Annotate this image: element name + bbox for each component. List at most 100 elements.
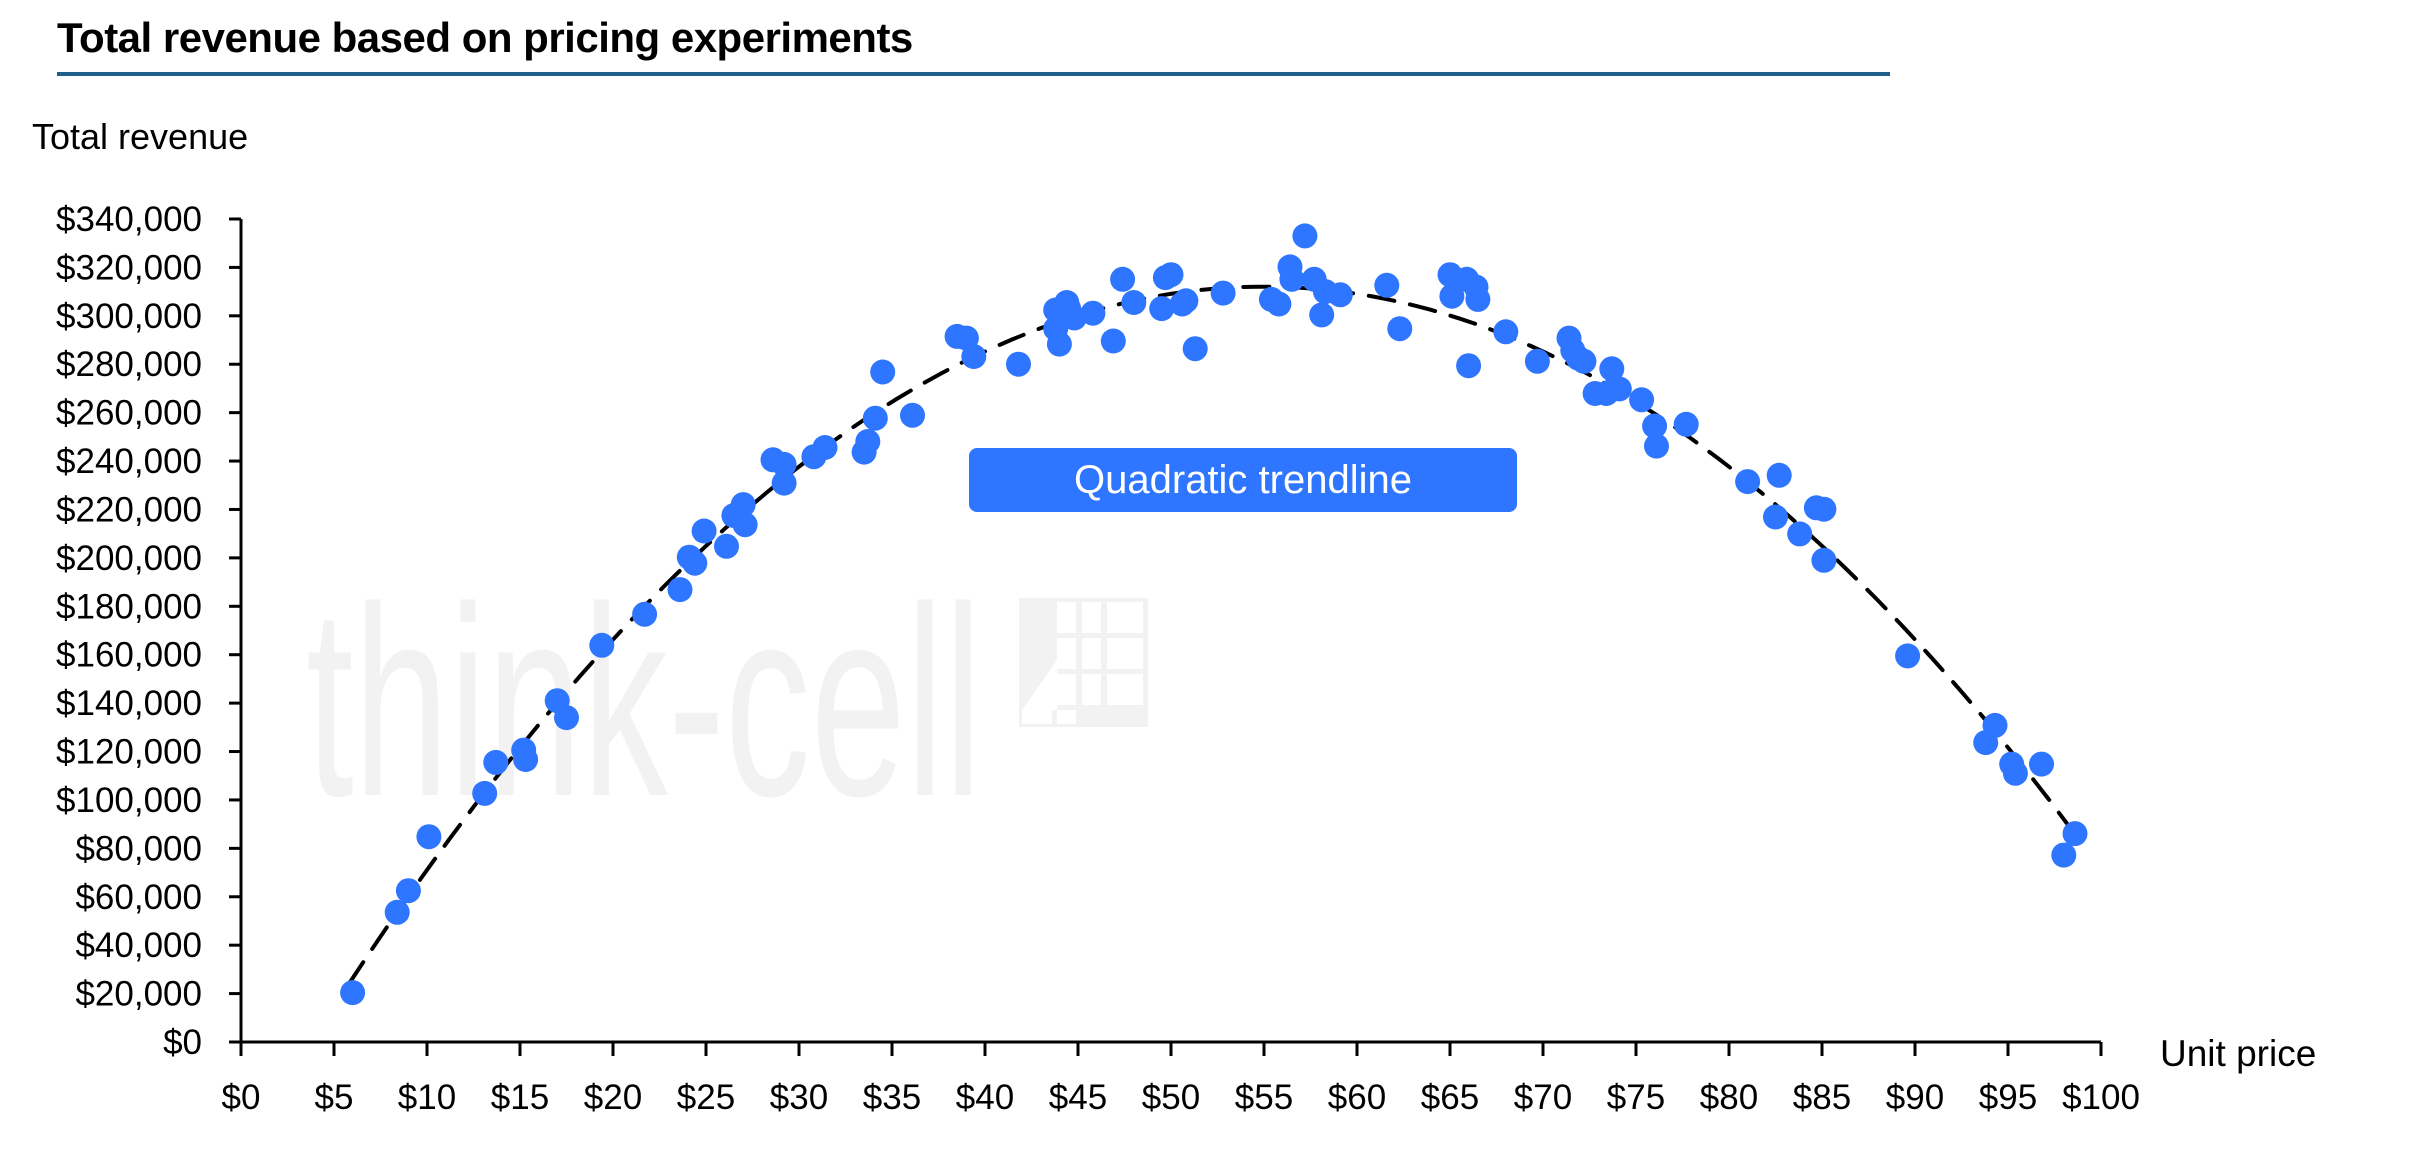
data-point	[870, 359, 896, 385]
data-point	[1629, 387, 1655, 413]
data-point	[812, 435, 838, 460]
data-point	[1644, 433, 1669, 459]
y-tick-label: $0	[163, 1023, 202, 1062]
y-tick-label: $40,000	[75, 926, 202, 965]
data-point	[1279, 266, 1305, 292]
data-point	[1811, 547, 1837, 573]
x-tick-label: $25	[677, 1078, 735, 1117]
x-axis-ticks: $0 $5 $10 $15 $20 $25 $30 $35 $40 $45 $50 $55 $60 $65…	[222, 1042, 2140, 1117]
y-axis-ticks: $0 $20,000 $40,000 $60,000 $80,000 $100,000 $1…	[56, 200, 241, 1062]
data-point	[1309, 302, 1335, 328]
data-point	[732, 512, 758, 538]
data-point	[730, 492, 756, 518]
data-point	[1465, 286, 1491, 312]
y-tick-label: $260,000	[56, 394, 202, 433]
data-point	[554, 705, 579, 731]
y-tick-label: $220,000	[56, 490, 202, 529]
data-point	[1046, 331, 1072, 357]
y-tick-label: $180,000	[56, 587, 202, 626]
y-tick-label: $60,000	[75, 878, 202, 917]
data-point	[1673, 411, 1699, 437]
y-tick-label: $120,000	[56, 733, 202, 772]
data-point	[483, 749, 509, 775]
y-tick-label: $140,000	[56, 684, 202, 723]
data-point	[855, 429, 881, 454]
data-point	[1439, 283, 1465, 309]
data-point	[714, 533, 739, 559]
data-point	[1080, 300, 1106, 326]
x-tick-label: $60	[1328, 1078, 1386, 1117]
data-point	[862, 405, 888, 431]
data-point	[900, 402, 925, 428]
data-point	[961, 344, 987, 369]
y-tick-label: $240,000	[56, 442, 202, 481]
data-point	[1182, 336, 1208, 362]
title-underline	[57, 72, 1890, 76]
x-tick-label: $65	[1421, 1078, 1479, 1117]
data-point	[1456, 353, 1482, 379]
y-tick-label: $20,000	[75, 975, 202, 1014]
data-point	[589, 632, 615, 658]
y-tick-label: $320,000	[56, 248, 202, 287]
y-tick-label: $160,000	[56, 636, 202, 675]
data-point	[632, 601, 658, 627]
data-point	[1642, 413, 1668, 439]
data-point	[667, 577, 693, 603]
data-point	[771, 470, 797, 496]
data-point	[1292, 223, 1318, 249]
data-point	[1006, 351, 1031, 377]
x-tick-label: $100	[2062, 1078, 2140, 1117]
data-point	[1982, 712, 2008, 738]
x-tick-label: $70	[1514, 1078, 1572, 1117]
data-point	[1110, 266, 1136, 292]
data-point	[1121, 290, 1147, 315]
data-point	[2002, 760, 2028, 786]
x-tick-label: $35	[863, 1078, 921, 1117]
x-tick-label: $40	[956, 1078, 1014, 1117]
data-point	[395, 878, 421, 904]
data-point	[1787, 521, 1813, 547]
data-point	[1387, 316, 1413, 342]
x-tick-label: $45	[1049, 1078, 1107, 1117]
x-tick-label: $0	[222, 1078, 261, 1117]
x-tick-label: $20	[584, 1078, 642, 1117]
x-tick-label: $15	[491, 1078, 549, 1117]
y-axis-title: Total revenue	[32, 116, 249, 157]
data-point	[1766, 462, 1792, 488]
data-point	[2062, 821, 2088, 847]
data-point	[1173, 288, 1199, 314]
data-point	[384, 899, 410, 925]
y-tick-label: $200,000	[56, 539, 202, 578]
x-tick-label: $5	[315, 1078, 354, 1117]
x-tick-label: $10	[398, 1078, 456, 1117]
data-point	[340, 980, 366, 1006]
data-point	[1493, 319, 1519, 345]
data-point	[771, 451, 797, 477]
axes	[229, 219, 2101, 1044]
x-tick-label: $95	[1979, 1078, 2037, 1117]
data-point	[1100, 328, 1126, 354]
data-point	[1735, 469, 1761, 495]
x-axis-title: Unit price	[2160, 1033, 2316, 1074]
x-tick-label: $90	[1886, 1078, 1944, 1117]
data-point	[2029, 751, 2054, 777]
data-point	[682, 550, 708, 576]
x-tick-label: $30	[770, 1078, 828, 1117]
data-points	[340, 223, 2088, 1006]
data-point	[691, 518, 717, 544]
data-point	[1327, 282, 1353, 308]
x-tick-label: $75	[1607, 1078, 1665, 1117]
x-tick-label: $80	[1700, 1078, 1758, 1117]
trendline-annotation: Quadratic trendline	[969, 448, 1517, 512]
data-point	[1811, 496, 1837, 522]
data-point	[513, 747, 539, 772]
x-tick-label: $50	[1142, 1078, 1200, 1117]
data-point	[1266, 291, 1292, 317]
y-tick-label: $80,000	[75, 829, 202, 868]
data-point	[472, 780, 498, 806]
data-point	[1571, 348, 1597, 374]
chart-title: Total revenue based on pricing experimen…	[57, 14, 913, 61]
data-point	[1158, 262, 1184, 288]
y-tick-label: $100,000	[56, 781, 202, 820]
